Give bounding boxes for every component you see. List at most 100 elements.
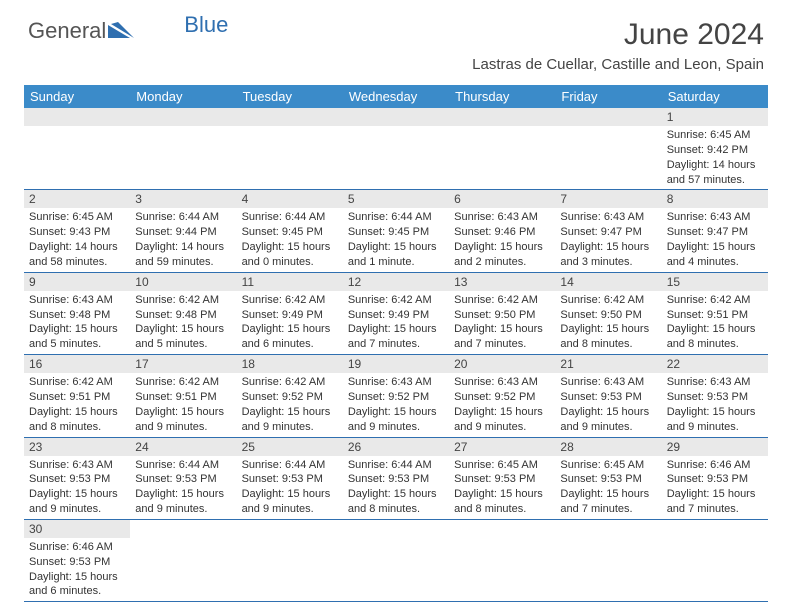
day-number: 8 [662,190,768,208]
day-cell-14: 14Sunrise: 6:42 AMSunset: 9:50 PMDayligh… [555,272,661,354]
day-details: Sunrise: 6:42 AMSunset: 9:49 PMDaylight:… [343,291,449,354]
calendar-row: 30Sunrise: 6:46 AMSunset: 9:53 PMDayligh… [24,519,768,601]
day-number: 27 [449,438,555,456]
day-cell-28: 28Sunrise: 6:45 AMSunset: 9:53 PMDayligh… [555,437,661,519]
day-number: 13 [449,273,555,291]
logo-triangle-icon [108,18,136,44]
day-cell-25: 25Sunrise: 6:44 AMSunset: 9:53 PMDayligh… [237,437,343,519]
weekday-saturday: Saturday [662,85,768,108]
day-cell-4: 4Sunrise: 6:44 AMSunset: 9:45 PMDaylight… [237,190,343,272]
day-details: Sunrise: 6:44 AMSunset: 9:53 PMDaylight:… [130,456,236,519]
day-cell-2: 2Sunrise: 6:45 AMSunset: 9:43 PMDaylight… [24,190,130,272]
day-cell-7: 7Sunrise: 6:43 AMSunset: 9:47 PMDaylight… [555,190,661,272]
brand-part2: Blue [184,12,228,38]
day-cell-6: 6Sunrise: 6:43 AMSunset: 9:46 PMDaylight… [449,190,555,272]
day-number: 18 [237,355,343,373]
day-cell-23: 23Sunrise: 6:43 AMSunset: 9:53 PMDayligh… [24,437,130,519]
blank-cell [662,519,768,601]
day-details: Sunrise: 6:42 AMSunset: 9:48 PMDaylight:… [130,291,236,354]
day-details: Sunrise: 6:45 AMSunset: 9:43 PMDaylight:… [24,208,130,271]
day-cell-17: 17Sunrise: 6:42 AMSunset: 9:51 PMDayligh… [130,355,236,437]
day-details: Sunrise: 6:42 AMSunset: 9:51 PMDaylight:… [662,291,768,354]
day-cell-16: 16Sunrise: 6:42 AMSunset: 9:51 PMDayligh… [24,355,130,437]
day-details: Sunrise: 6:42 AMSunset: 9:51 PMDaylight:… [130,373,236,436]
day-number: 28 [555,438,661,456]
day-cell-1: 1Sunrise: 6:45 AMSunset: 9:42 PMDaylight… [662,108,768,190]
day-number: 21 [555,355,661,373]
day-number: 6 [449,190,555,208]
day-details: Sunrise: 6:44 AMSunset: 9:44 PMDaylight:… [130,208,236,271]
day-number: 11 [237,273,343,291]
day-number: 10 [130,273,236,291]
day-details: Sunrise: 6:44 AMSunset: 9:53 PMDaylight:… [343,456,449,519]
day-details: Sunrise: 6:44 AMSunset: 9:45 PMDaylight:… [343,208,449,271]
calendar-table: SundayMondayTuesdayWednesdayThursdayFrid… [24,85,768,602]
day-cell-27: 27Sunrise: 6:45 AMSunset: 9:53 PMDayligh… [449,437,555,519]
day-number: 7 [555,190,661,208]
calendar-row: 9Sunrise: 6:43 AMSunset: 9:48 PMDaylight… [24,272,768,354]
empty-cell [555,108,661,190]
day-details: Sunrise: 6:42 AMSunset: 9:50 PMDaylight:… [449,291,555,354]
day-details: Sunrise: 6:43 AMSunset: 9:53 PMDaylight:… [662,373,768,436]
day-details: Sunrise: 6:43 AMSunset: 9:53 PMDaylight:… [24,456,130,519]
day-number: 17 [130,355,236,373]
day-number: 12 [343,273,449,291]
day-details: Sunrise: 6:45 AMSunset: 9:53 PMDaylight:… [555,456,661,519]
day-cell-18: 18Sunrise: 6:42 AMSunset: 9:52 PMDayligh… [237,355,343,437]
location-text: Lastras de Cuellar, Castille and Leon, S… [472,56,764,73]
day-details: Sunrise: 6:45 AMSunset: 9:42 PMDaylight:… [662,126,768,189]
brand-logo: General Blue [28,18,228,44]
weekday-thursday: Thursday [449,85,555,108]
day-number: 1 [662,108,768,126]
day-details: Sunrise: 6:44 AMSunset: 9:53 PMDaylight:… [237,456,343,519]
day-details: Sunrise: 6:46 AMSunset: 9:53 PMDaylight:… [24,538,130,601]
day-cell-30: 30Sunrise: 6:46 AMSunset: 9:53 PMDayligh… [24,519,130,601]
day-number: 23 [24,438,130,456]
day-cell-20: 20Sunrise: 6:43 AMSunset: 9:52 PMDayligh… [449,355,555,437]
day-details: Sunrise: 6:42 AMSunset: 9:50 PMDaylight:… [555,291,661,354]
calendar-row: 1Sunrise: 6:45 AMSunset: 9:42 PMDaylight… [24,108,768,190]
day-number: 3 [130,190,236,208]
day-cell-8: 8Sunrise: 6:43 AMSunset: 9:47 PMDaylight… [662,190,768,272]
empty-cell [24,108,130,190]
calendar-body: 1Sunrise: 6:45 AMSunset: 9:42 PMDaylight… [24,108,768,602]
day-number: 30 [24,520,130,538]
day-number: 9 [24,273,130,291]
day-cell-3: 3Sunrise: 6:44 AMSunset: 9:44 PMDaylight… [130,190,236,272]
calendar-row: 23Sunrise: 6:43 AMSunset: 9:53 PMDayligh… [24,437,768,519]
weekday-wednesday: Wednesday [343,85,449,108]
weekday-monday: Monday [130,85,236,108]
day-details: Sunrise: 6:42 AMSunset: 9:52 PMDaylight:… [237,373,343,436]
day-cell-19: 19Sunrise: 6:43 AMSunset: 9:52 PMDayligh… [343,355,449,437]
day-number: 14 [555,273,661,291]
blank-cell [343,519,449,601]
day-details: Sunrise: 6:45 AMSunset: 9:53 PMDaylight:… [449,456,555,519]
day-cell-5: 5Sunrise: 6:44 AMSunset: 9:45 PMDaylight… [343,190,449,272]
day-number: 25 [237,438,343,456]
day-cell-15: 15Sunrise: 6:42 AMSunset: 9:51 PMDayligh… [662,272,768,354]
day-number: 20 [449,355,555,373]
empty-cell [130,108,236,190]
weekday-friday: Friday [555,85,661,108]
day-details: Sunrise: 6:42 AMSunset: 9:51 PMDaylight:… [24,373,130,436]
weekday-sunday: Sunday [24,85,130,108]
weekday-tuesday: Tuesday [237,85,343,108]
blank-cell [130,519,236,601]
day-details: Sunrise: 6:44 AMSunset: 9:45 PMDaylight:… [237,208,343,271]
day-number: 5 [343,190,449,208]
day-cell-22: 22Sunrise: 6:43 AMSunset: 9:53 PMDayligh… [662,355,768,437]
day-number: 24 [130,438,236,456]
day-cell-9: 9Sunrise: 6:43 AMSunset: 9:48 PMDaylight… [24,272,130,354]
day-details: Sunrise: 6:43 AMSunset: 9:52 PMDaylight:… [449,373,555,436]
empty-cell [237,108,343,190]
day-cell-13: 13Sunrise: 6:42 AMSunset: 9:50 PMDayligh… [449,272,555,354]
day-number: 15 [662,273,768,291]
blank-cell [555,519,661,601]
calendar-row: 16Sunrise: 6:42 AMSunset: 9:51 PMDayligh… [24,355,768,437]
day-number: 2 [24,190,130,208]
day-details: Sunrise: 6:43 AMSunset: 9:46 PMDaylight:… [449,208,555,271]
day-number: 26 [343,438,449,456]
day-cell-21: 21Sunrise: 6:43 AMSunset: 9:53 PMDayligh… [555,355,661,437]
day-details: Sunrise: 6:43 AMSunset: 9:52 PMDaylight:… [343,373,449,436]
day-details: Sunrise: 6:42 AMSunset: 9:49 PMDaylight:… [237,291,343,354]
